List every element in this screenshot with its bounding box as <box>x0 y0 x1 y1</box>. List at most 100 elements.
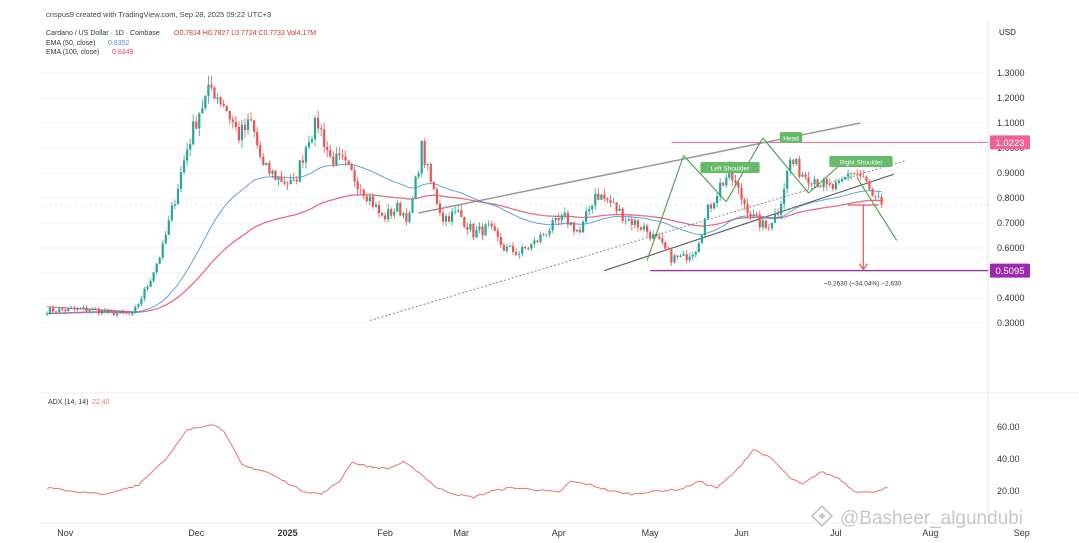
candle-body <box>326 146 329 150</box>
candle-body <box>149 280 152 287</box>
candle-body <box>572 222 576 232</box>
candle-body <box>82 307 85 309</box>
candle-body <box>868 181 871 189</box>
candle-body <box>758 214 761 228</box>
candle-body <box>399 202 402 216</box>
candle-body <box>116 313 119 316</box>
candle-body <box>280 176 283 182</box>
candle-body <box>64 309 67 312</box>
candle-body <box>716 196 719 204</box>
candle-body <box>810 183 813 185</box>
candle-body <box>585 211 588 222</box>
candle-body <box>859 174 862 177</box>
candle-body <box>545 234 548 236</box>
candle-body <box>408 212 411 222</box>
candle-body <box>725 177 728 186</box>
candle-body <box>88 310 91 311</box>
candle-body <box>807 177 810 184</box>
candle-body <box>213 87 216 99</box>
candle-body <box>341 155 344 157</box>
time-tick-label: Sep <box>1014 528 1030 538</box>
resistance-price-badge-text: 1.0223 <box>995 138 1024 149</box>
candle-body <box>478 226 481 230</box>
candle-body <box>377 204 381 214</box>
candle-body <box>146 286 149 289</box>
ema50-label: EMA (50, close) <box>46 40 95 47</box>
candle-body <box>749 213 752 217</box>
right-shoulder-label-box <box>829 156 893 167</box>
symbol-title: Cardano / US Dollar · 1D · Coinbase <box>46 30 160 37</box>
time-tick-label: Jun <box>734 528 749 538</box>
candle-body <box>734 180 737 183</box>
candle-body <box>189 144 192 150</box>
candle-body <box>387 209 390 220</box>
attribution-text: crispus9 created with TradingView.com, S… <box>46 10 271 19</box>
candle-body <box>472 224 475 238</box>
candle-body <box>61 308 64 310</box>
candle-body <box>746 204 749 214</box>
head-label-text: Head <box>783 136 799 143</box>
time-tick-label: Jul <box>830 528 842 538</box>
candle-body <box>487 223 490 225</box>
candle-body <box>667 248 670 250</box>
candle-body <box>578 230 582 233</box>
price-tick-label: 0.4000 <box>997 293 1025 303</box>
candle-body <box>557 218 560 221</box>
candle-body <box>627 219 630 221</box>
candle-body <box>460 210 463 217</box>
time-tick-label: Nov <box>57 528 74 538</box>
candle-body <box>362 189 365 197</box>
candle-body <box>131 313 134 315</box>
candle-body <box>646 226 649 232</box>
candle-body <box>347 160 350 164</box>
candle-body <box>685 254 688 261</box>
candle-body <box>67 308 70 311</box>
candle-body <box>423 141 426 165</box>
candle-body <box>335 153 338 166</box>
candle-body <box>834 182 837 189</box>
candle-body <box>850 172 853 174</box>
candle-body <box>222 103 225 106</box>
support-price-badge-bg <box>990 263 1030 278</box>
candle-body <box>320 128 323 130</box>
candle-body <box>201 108 204 114</box>
candle-body <box>161 243 164 258</box>
candle-body <box>783 188 786 204</box>
candle-body <box>85 307 88 311</box>
watermark: @Basheer_algundubi <box>810 504 1023 529</box>
candle-body <box>198 113 201 129</box>
candle-body <box>719 182 722 197</box>
candle-body <box>283 181 286 184</box>
resistance-price-badge-bg <box>990 135 1030 150</box>
candle-body <box>344 156 347 161</box>
candle-body <box>673 255 676 263</box>
head-label-box <box>779 132 803 143</box>
candle-body <box>694 252 697 255</box>
candle-body <box>542 234 545 236</box>
candle-body <box>167 220 170 235</box>
candle-body <box>237 126 240 141</box>
candle-body <box>874 196 877 197</box>
candle-body <box>469 224 472 230</box>
candle-body <box>411 198 414 213</box>
pattern-line <box>856 177 898 241</box>
candle-body <box>390 209 393 216</box>
candle-body <box>609 200 612 203</box>
candle-body <box>661 238 664 243</box>
price-tick-label: 1.3000 <box>997 68 1025 78</box>
candle-body <box>493 226 496 231</box>
watermark-text: @Basheer_algundubi <box>840 508 1023 529</box>
candle-body <box>591 205 594 210</box>
candle-body <box>55 311 58 313</box>
candle-body <box>112 310 116 316</box>
time-tick-label: Mar <box>454 528 470 538</box>
candle-body <box>703 218 706 236</box>
candle-body <box>606 198 609 201</box>
candle-body <box>658 236 661 239</box>
price-tick-label: 0.8000 <box>997 193 1025 203</box>
candle-body <box>414 176 417 199</box>
candle-body <box>420 141 423 174</box>
support-price-badge-text: 0.5095 <box>995 266 1024 277</box>
candle-body <box>670 249 673 263</box>
candle-body <box>152 272 155 281</box>
